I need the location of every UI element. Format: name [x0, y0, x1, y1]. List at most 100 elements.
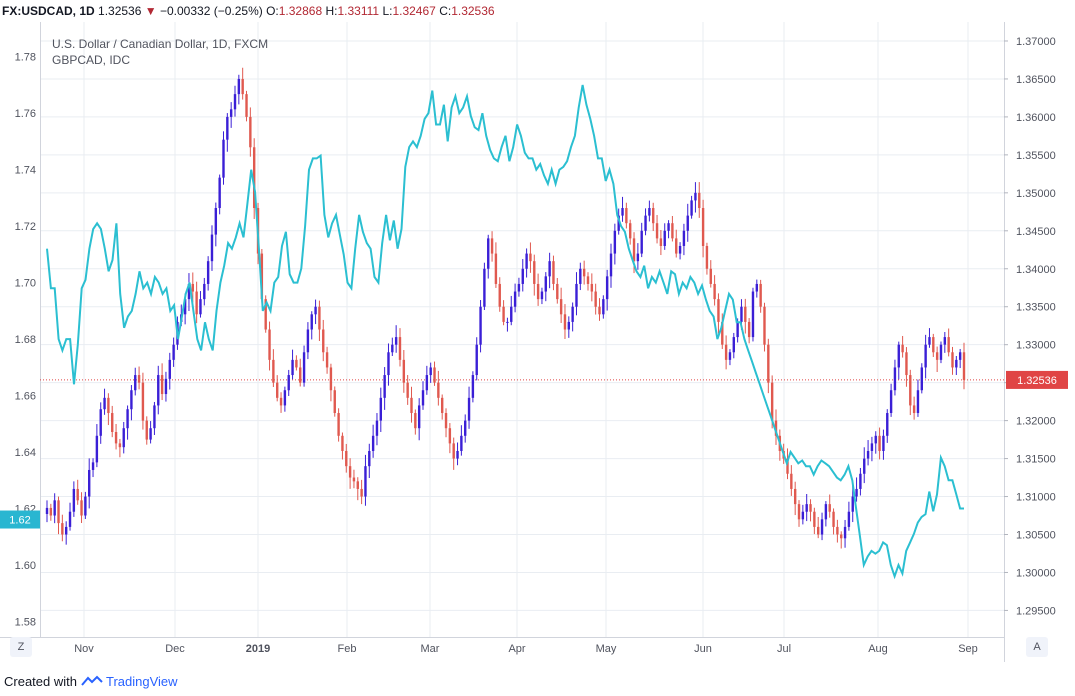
- time-axis[interactable]: Nov Dec 2019 Feb Mar Apr May Jun Jul Aug Sep: [74, 643, 978, 655]
- candle-body: [525, 253, 528, 269]
- candle-body: [644, 215, 647, 231]
- time-tick-label: Jul: [777, 643, 791, 655]
- candle-body: [640, 230, 643, 254]
- candle-body: [260, 253, 264, 300]
- candle-body: [61, 523, 64, 535]
- candle-body: [479, 306, 482, 345]
- time-tick-label: Apr: [508, 643, 525, 655]
- candle-body: [667, 223, 670, 231]
- candle-body: [962, 352, 966, 380]
- candle-body: [544, 276, 547, 292]
- candle-body: [76, 488, 79, 501]
- candle-body: [91, 462, 95, 470]
- auto-scale-button[interactable]: A: [1026, 637, 1048, 657]
- left-axis[interactable]: 1.781.761.741.721.701.681.661.641.621.60…: [15, 52, 36, 629]
- candle-body: [705, 245, 709, 269]
- candle-body: [747, 321, 751, 338]
- candle-body: [429, 367, 432, 376]
- candle-body: [172, 344, 175, 360]
- candle-body: [149, 428, 152, 440]
- grid-lines: [41, 22, 1004, 637]
- candle-body: [114, 432, 118, 444]
- candle-body: [521, 268, 524, 284]
- symbol-header: FX:USDCAD, 1D 1.32536 ▼ −0.00332 (−0.25%…: [0, 0, 1075, 22]
- right-tick-label: 1.35000: [1016, 188, 1056, 200]
- time-tick-label: Sep: [958, 643, 978, 655]
- price-chart[interactable]: 1.78 1.76 1.74 1.72 1.70 1.68 1.66 1.64 1.62 1.60…: [0, 22, 1075, 662]
- candle-body: [855, 488, 858, 497]
- candle-body: [770, 382, 774, 421]
- right-axis[interactable]: 1.37000 1.36500 1.36000 1.35500 1.35000 1.345…: [1004, 36, 1056, 617]
- candle-body: [402, 359, 406, 383]
- left-tick-label: 1.58: [15, 616, 36, 628]
- created-with-label: Created with: [4, 674, 77, 689]
- candle-body: [755, 283, 759, 292]
- symbol-label[interactable]: FX:USDCAD, 1D: [2, 4, 95, 18]
- candle-body: [310, 314, 313, 330]
- candle-body: [53, 500, 56, 516]
- right-tick-label: 1.33000: [1016, 340, 1056, 352]
- tradingview-link[interactable]: TradingView: [106, 674, 178, 689]
- candle-body: [199, 299, 202, 315]
- right-tick-label: 1.36500: [1016, 74, 1056, 86]
- candle-body: [452, 443, 455, 459]
- candle-body: [686, 215, 689, 231]
- close-label: C:: [439, 4, 452, 18]
- candle-body: [160, 375, 164, 395]
- candle-body: [928, 337, 931, 345]
- candle-body: [513, 291, 517, 307]
- candle-body: [145, 420, 148, 440]
- candle-body: [210, 234, 214, 262]
- candle-body: [690, 200, 693, 216]
- candle-body: [671, 223, 674, 239]
- candle-body: [471, 375, 475, 398]
- time-tick-label: 2019: [246, 643, 270, 655]
- right-tick-label: 1.34000: [1016, 264, 1056, 276]
- zoom-button[interactable]: Z: [10, 637, 32, 657]
- right-tick-label: 1.31000: [1016, 492, 1056, 504]
- candle-body: [375, 420, 379, 436]
- candle-body: [245, 94, 248, 117]
- candle-body: [652, 208, 655, 224]
- candle-body: [187, 283, 191, 300]
- candle-body: [717, 299, 720, 322]
- candle-body: [356, 481, 359, 489]
- candle-body: [713, 283, 716, 300]
- candle-body: [57, 500, 60, 524]
- candle-body: [302, 352, 306, 383]
- candle-body: [276, 382, 279, 398]
- candle-body: [460, 435, 463, 451]
- candle-body: [398, 337, 402, 360]
- candle-body: [467, 397, 471, 421]
- right-tick-label: 1.29500: [1016, 605, 1056, 617]
- candle-body: [621, 208, 624, 216]
- candle-body: [947, 337, 950, 353]
- right-tick-label: 1.37000: [1016, 36, 1056, 48]
- candle-body: [183, 299, 187, 315]
- candle-body: [68, 511, 72, 527]
- right-tick-label: 1.32000: [1016, 416, 1056, 428]
- candle-body: [840, 534, 843, 539]
- candle-body: [636, 253, 640, 262]
- right-tick-label: 1.33500: [1016, 302, 1056, 314]
- close-value: 1.32536: [451, 4, 495, 18]
- candle-body: [751, 291, 755, 338]
- candle-body: [563, 314, 567, 330]
- candle-body: [448, 428, 452, 444]
- candle-body: [95, 435, 99, 463]
- candle-body: [233, 94, 237, 110]
- open-value: 1.32868: [278, 4, 323, 18]
- candle-body: [817, 526, 820, 535]
- candle-body: [218, 177, 221, 209]
- right-tick-label: 1.30500: [1016, 530, 1056, 542]
- candle-body: [820, 519, 824, 535]
- candle-body: [951, 352, 954, 368]
- high-value: 1.33111: [337, 4, 380, 18]
- candle-body: [575, 283, 578, 307]
- candle-body: [724, 344, 728, 360]
- candle-body: [897, 344, 900, 368]
- candle-body: [206, 261, 210, 284]
- candle-body: [744, 306, 747, 322]
- candle-body: [797, 504, 801, 520]
- candle-body: [464, 420, 467, 436]
